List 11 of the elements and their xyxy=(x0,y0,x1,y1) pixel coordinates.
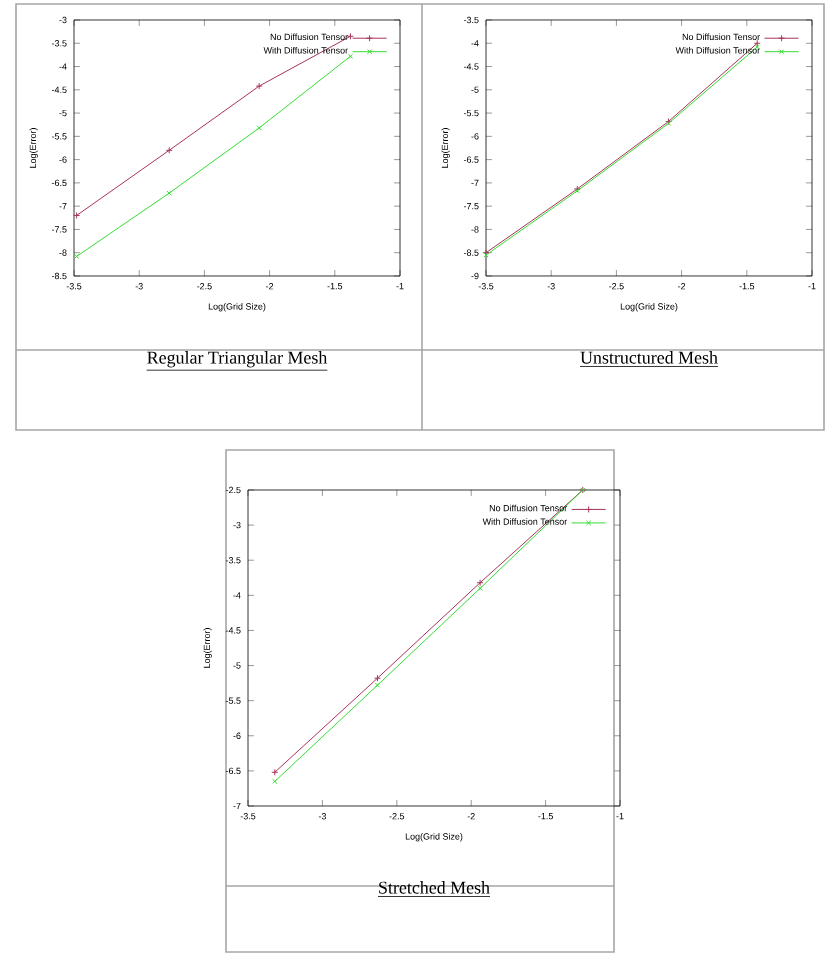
text: Stretched Mesh xyxy=(379,881,490,894)
point xyxy=(256,125,262,131)
point xyxy=(374,682,381,688)
point xyxy=(165,146,173,154)
point xyxy=(255,82,263,90)
text: Unstructured Mesh xyxy=(580,351,718,364)
point xyxy=(477,585,483,591)
point xyxy=(476,579,484,587)
point xyxy=(373,674,381,682)
text: Regular Triangular Mesh xyxy=(147,351,328,368)
point xyxy=(166,190,172,196)
